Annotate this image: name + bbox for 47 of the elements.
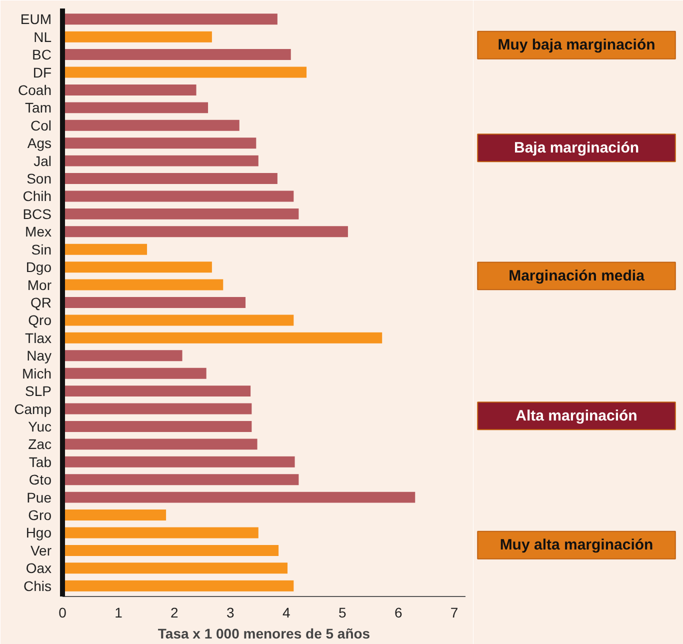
y-tick-label: Pue [26, 489, 52, 506]
y-tick-label: NL [34, 28, 52, 45]
y-tick-label: Tam [25, 100, 52, 116]
x-tick-label: 5 [338, 604, 346, 620]
y-tick-label: Oax [26, 560, 52, 576]
x-tick-label: 6 [394, 604, 402, 620]
y-tick-label: Yuc [28, 418, 52, 434]
y-tick-label: Gto [28, 472, 52, 488]
y-tick-label: Chih [22, 188, 52, 204]
y-tick-label: Hgo [26, 524, 52, 541]
x-tick-label: 1 [114, 604, 123, 620]
y-tick-label: SLP [25, 383, 52, 400]
y-tick-label: Sin [31, 241, 52, 258]
x-tick-label: 0 [58, 604, 67, 620]
text: Marginación media [508, 267, 646, 284]
x-tick-label: 7 [450, 604, 458, 620]
x-tick-label: 3 [226, 604, 235, 620]
y-tick-label: QR [30, 294, 52, 310]
y-tick-label: Tab [28, 454, 52, 470]
y-tick-label: Zac [28, 436, 52, 452]
y-tick-label: Dgo [26, 259, 52, 276]
y-tick-label: Camp [14, 400, 52, 417]
y-tick-label: Ags [27, 135, 52, 152]
y-tick-label: BC [32, 46, 52, 63]
y-tick-label: Nay [26, 348, 52, 364]
y-tick-label: Col [30, 117, 52, 134]
x-tick-label: 2 [170, 604, 179, 620]
y-tick-label: Tlax [25, 330, 52, 346]
y-tick-label: DF [32, 64, 52, 80]
y-tick-label: Qro [28, 312, 52, 328]
text: Muy alta marginación [500, 536, 654, 554]
x-axis-title: Tasa x 1 000 menores de 5 años [158, 626, 370, 642]
y-tick-label: Jal [34, 152, 52, 169]
x-tick-label: 4 [282, 604, 290, 620]
y-tick-label: Coah [18, 82, 52, 98]
y-tick-label: Gro [28, 507, 52, 524]
text: Muy baja marginación [498, 36, 656, 54]
y-tick-label: Mor [27, 276, 52, 293]
y-tick-label: EUM [20, 11, 52, 28]
text: Baja marginación [514, 139, 640, 156]
y-tick-label: Son [26, 170, 52, 187]
y-tick-label: Chis [23, 578, 52, 594]
text: Alta marginación [516, 407, 638, 424]
y-tick-label: Mich [22, 365, 52, 382]
y-tick-label: Mex [25, 224, 52, 240]
y-tick-label: BCS [22, 206, 52, 222]
y-tick-label: Ver [30, 542, 52, 558]
